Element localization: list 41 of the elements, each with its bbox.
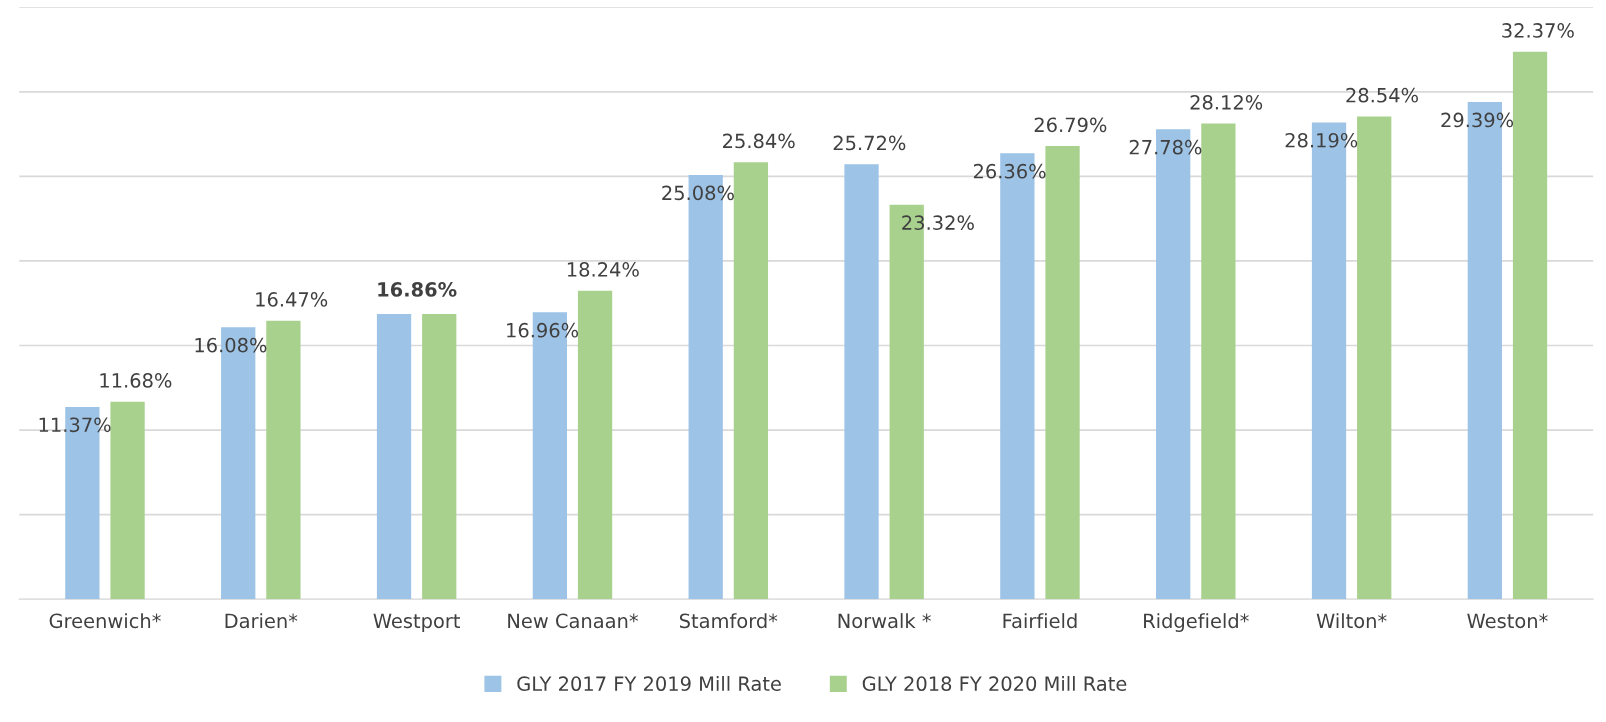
bar <box>1357 116 1392 600</box>
x-tick-label: Greenwich* <box>49 613 161 629</box>
x-tick-label: New Canaan* <box>508 613 639 629</box>
legend-label: GLY 2018 FY 2020 Mill Rate <box>862 675 1127 692</box>
x-tick-label: Wilton* <box>1316 613 1387 629</box>
data-label: 28.54% <box>1346 87 1418 103</box>
data-label: 26.36% <box>973 163 1046 179</box>
bar <box>733 162 769 600</box>
data-label: 11.37% <box>39 417 111 433</box>
data-label: 26.79% <box>1034 117 1107 133</box>
x-tick-label: Norwalk * <box>838 613 931 629</box>
data-label: 11.68% <box>100 373 172 388</box>
x-tick-label: Ridgefield* <box>1144 613 1249 632</box>
data-label: 29.39% <box>1441 112 1514 128</box>
bar <box>1512 51 1548 600</box>
data-label: 28.12% <box>1190 94 1263 110</box>
data-label: 16.96% <box>507 322 579 338</box>
x-tick-label: Fairfield <box>1003 613 1077 629</box>
bar <box>110 401 145 600</box>
x-tick-label: Darien* <box>225 613 298 629</box>
bar <box>266 320 301 600</box>
bar <box>1201 123 1236 600</box>
data-label: 25.72% <box>833 135 906 151</box>
data-label: 28.19% <box>1285 132 1358 148</box>
x-tick-label: Stamford* <box>679 613 778 629</box>
bar <box>577 290 613 600</box>
data-label: 16.47% <box>256 292 328 307</box>
data-label: 16.08% <box>195 337 267 353</box>
bar <box>844 164 879 600</box>
data-label: 18.24% <box>567 262 639 277</box>
data-label: 32.37% <box>1502 23 1574 38</box>
x-tick-label: Weston* <box>1467 613 1548 629</box>
data-label: 25.08% <box>662 185 734 201</box>
bar <box>376 314 412 600</box>
data-label: 27.78% <box>1129 139 1202 155</box>
bar <box>1045 146 1080 600</box>
x-tick-label: Westport <box>373 613 460 632</box>
data-label: 25.84% <box>723 133 795 149</box>
bar <box>422 314 457 600</box>
legend-label: GLY 2017 FY 2019 Mill Rate <box>517 675 781 692</box>
data-label: 16.86% <box>378 282 457 297</box>
